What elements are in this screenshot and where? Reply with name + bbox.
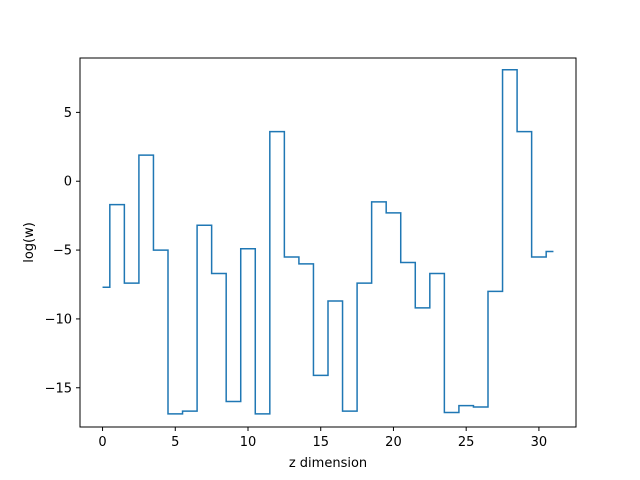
x-tick-label: 30 [531,435,548,450]
series-line-0 [102,68,554,415]
x-tick-label: 0 [98,435,106,450]
x-tick-label: 15 [312,435,329,450]
x-axis: 0 5 10 15 20 25 30 [98,427,547,450]
y-axis-label: log(w) [22,222,37,263]
y-tick-label: −5 [53,244,72,259]
y-tick-label: −15 [45,381,72,396]
y-axis: −15 −10 −5 0 5 [45,106,80,396]
x-tick-label: 25 [458,435,475,450]
series-layer [102,68,554,415]
x-axis-label: z dimension [289,456,367,471]
y-tick-label: −10 [45,312,72,327]
x-tick-label: 20 [385,435,402,450]
x-tick-label: 5 [171,435,179,450]
y-tick-label: 5 [64,106,72,121]
x-tick-label: 10 [240,435,257,450]
y-tick-label: 0 [64,175,72,190]
plot-frame [79,57,577,428]
